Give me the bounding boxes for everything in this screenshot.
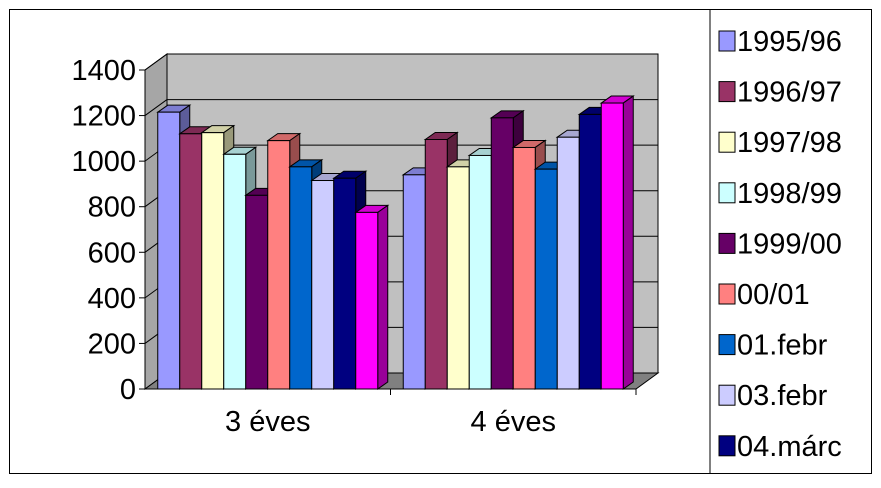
bar-side (622, 95, 634, 390)
legend-item: 1999/00 (718, 228, 842, 260)
legend-swatch (718, 384, 736, 406)
x-tick-labels: 3 éves 4 éves (225, 406, 556, 438)
legend-item: 04.márc (718, 431, 842, 463)
bar-front (157, 111, 181, 390)
y-tick-labels: 0 200 400 600 800 1000 1200 1400 (71, 55, 136, 406)
y-tick-label: 0 (120, 374, 136, 406)
bar-front (179, 133, 203, 390)
bar-front (311, 180, 335, 390)
legend-swatch (718, 81, 736, 103)
bar-front (446, 166, 470, 390)
y-tick-label: 600 (88, 237, 136, 269)
legend-label: 1999/00 (737, 228, 842, 260)
gridline-side (144, 99, 168, 116)
bar (599, 95, 635, 390)
legend-swatch (718, 232, 736, 254)
y-tick-label: 1400 (71, 55, 136, 87)
axes (139, 69, 637, 395)
bar-front (333, 177, 357, 390)
bar-front (424, 138, 448, 390)
bar-front (267, 140, 291, 390)
legend-swatch (718, 283, 736, 305)
legend-swatch (718, 435, 736, 457)
legend-item: 1998/99 (718, 178, 842, 210)
legend-label: 1997/98 (737, 127, 842, 159)
bar-front (402, 174, 426, 390)
x-tick-label: 3 éves (225, 406, 310, 438)
legend-label: 03.febr (737, 380, 828, 412)
bars (156, 95, 635, 390)
legend-item: 03.febr (718, 380, 828, 412)
bar-front (468, 154, 492, 390)
bar-front (201, 132, 225, 390)
bar-front (355, 211, 379, 390)
legend-swatch (718, 30, 736, 52)
bar-front (289, 166, 313, 390)
bar-front (600, 102, 624, 390)
legend-label: 1996/97 (737, 77, 842, 109)
legend: 1995/96 1996/97 1997/98 1998/99 1999/00 00/01… (709, 10, 842, 473)
y-tick-label: 800 (88, 192, 136, 224)
legend-item: 01.febr (718, 330, 828, 362)
legend-swatch (718, 131, 736, 153)
bar-front (245, 194, 269, 390)
legend-label: 04.márc (737, 431, 842, 463)
legend-label: 00/01 (737, 279, 810, 311)
legend-item: 1997/98 (718, 127, 842, 159)
bar-front (512, 146, 536, 390)
bar-front (578, 113, 602, 390)
legend-label: 01.febr (737, 330, 828, 362)
legend-item: 00/01 (718, 279, 810, 311)
legend-label: 1995/96 (737, 26, 842, 58)
bar-front (534, 168, 558, 390)
y-tick-label: 200 (88, 328, 136, 360)
bar-side (377, 204, 389, 390)
bar-front (223, 153, 247, 390)
legend-swatch (718, 334, 736, 356)
bar-front (490, 117, 514, 390)
y-tick-label: 1000 (71, 146, 136, 178)
x-tick-label: 4 éves (471, 406, 556, 438)
y-tick-label: 1200 (71, 101, 136, 133)
legend-item: 1996/97 (718, 77, 842, 109)
legend-swatch (718, 182, 736, 204)
gridline-side (144, 53, 168, 71)
y-tick-label: 400 (88, 283, 136, 315)
legend-item: 1995/96 (718, 26, 842, 58)
legend-label: 1998/99 (737, 178, 842, 210)
bar (354, 204, 390, 390)
bar-front (556, 136, 580, 390)
